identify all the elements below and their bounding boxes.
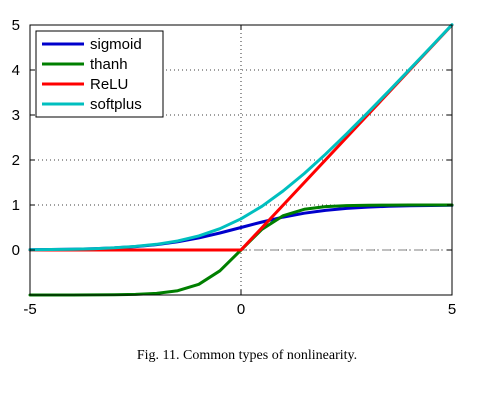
y-tick-label: 3 <box>12 107 20 124</box>
legend-label: sigmoid <box>90 36 142 53</box>
figure-caption: Fig. 11. Common types of nonlinearity. <box>136 348 358 363</box>
legend-label: softplus <box>90 96 142 113</box>
legend-label: ReLU <box>90 76 128 93</box>
series-line-softplus <box>28 23 454 252</box>
y-tick-label: 0 <box>12 242 20 259</box>
x-tick-label: -5 <box>23 301 36 318</box>
legend: sigmoid thanh ReLU softplus <box>35 30 164 118</box>
y-tick-label: 4 <box>12 62 20 79</box>
x-tick-label: 0 <box>237 301 245 318</box>
series-line-sigmoid <box>28 203 454 252</box>
y-tick-label: 2 <box>12 152 20 169</box>
x-tick-label: 5 <box>448 301 456 318</box>
y-tick-label: 1 <box>12 197 20 214</box>
legend-label: thanh <box>90 56 128 73</box>
axis-ticks: -5 0 5 0 1 2 3 4 5 <box>12 17 457 318</box>
y-tick-label: 5 <box>12 17 20 34</box>
